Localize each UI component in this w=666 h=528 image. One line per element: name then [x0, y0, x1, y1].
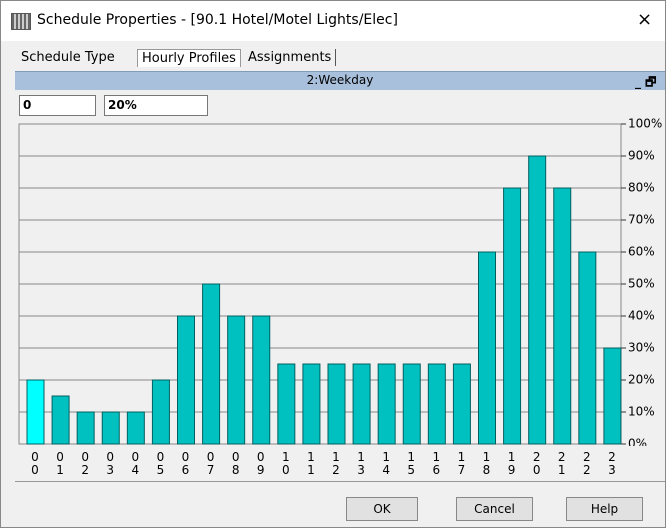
close-button[interactable]: ×: [637, 9, 652, 30]
panel-controls[interactable]: _ 🗗: [635, 73, 656, 94]
bar: [504, 188, 521, 444]
x-tick-label: 02: [81, 451, 89, 477]
bar: [102, 412, 119, 444]
bar: [52, 396, 69, 444]
bar: [27, 380, 44, 444]
x-tick-label: 11: [307, 451, 315, 477]
y-tick-label: 10%: [628, 405, 655, 419]
help-button[interactable]: Help: [566, 497, 643, 521]
bar: [77, 412, 94, 444]
y-tick-label: 90%: [628, 149, 655, 163]
tab[interactable]: Schedule Type: [17, 49, 119, 66]
panel-header: 2:Weekday _ 🗗: [15, 71, 665, 90]
bar: [353, 364, 370, 444]
x-tick-label: 06: [182, 451, 190, 477]
x-tick-label: 22: [583, 451, 591, 477]
bar: [378, 364, 395, 444]
x-tick-label: 20: [533, 451, 541, 477]
x-tick-label: 07: [207, 451, 215, 477]
y-tick-label: 100%: [628, 117, 662, 131]
x-tick-label: 10: [282, 451, 290, 477]
bar: [253, 316, 270, 444]
bar: [127, 412, 144, 444]
chart: 0% 10% 20% 30% 40% 50% 60% 70% 80% 90% 100%: [1, 116, 666, 446]
x-tick-label: 00: [31, 451, 39, 477]
bar: [328, 364, 345, 444]
bar: [453, 364, 470, 444]
y-tick-label: 80%: [628, 181, 655, 195]
y-tick-label: 70%: [628, 213, 655, 227]
cancel-button[interactable]: Cancel: [456, 497, 533, 521]
x-tick-label: 04: [131, 451, 139, 477]
bar: [278, 364, 295, 444]
bar: [203, 284, 220, 444]
x-tick-label: 08: [232, 451, 240, 477]
y-tick-label: 50%: [628, 277, 655, 291]
y-tick-label: 20%: [628, 373, 655, 387]
panel-title: 2:Weekday: [15, 73, 665, 87]
tab[interactable]: Assignments: [244, 49, 336, 66]
x-tick-label: 15: [407, 451, 415, 477]
x-tick-label: 23: [608, 451, 616, 477]
x-tick-label: 09: [257, 451, 265, 477]
bar: [152, 380, 169, 444]
x-tick-label: 18: [483, 451, 491, 477]
bar: [403, 364, 420, 444]
ok-button[interactable]: OK: [346, 497, 418, 521]
window-title: Schedule Properties - [90.1 Hotel/Motel …: [37, 12, 398, 28]
bar: [554, 188, 571, 444]
bar: [178, 316, 195, 444]
x-tick-label: 17: [457, 451, 465, 477]
y-tick-label: 60%: [628, 245, 655, 259]
tab[interactable]: Hourly Profiles: [137, 49, 241, 67]
y-tick-label: 40%: [628, 309, 655, 323]
bar: [479, 252, 496, 444]
hour-field[interactable]: 0: [19, 95, 96, 116]
bar: [529, 156, 546, 444]
x-tick-label: 16: [432, 451, 440, 477]
bar: [579, 252, 596, 444]
x-tick-label: 01: [56, 451, 64, 477]
x-tick-label: 21: [558, 451, 566, 477]
y-tick-label: 30%: [628, 341, 655, 355]
x-tick-label: 03: [106, 451, 114, 477]
x-tick-label: 12: [332, 451, 340, 477]
bar: [303, 364, 320, 444]
x-tick-label: 13: [357, 451, 365, 477]
window: Schedule Properties - [90.1 Hotel/Motel …: [0, 0, 666, 528]
value-field[interactable]: 20%: [104, 95, 208, 116]
y-tick-label: 0%: [628, 437, 647, 447]
x-tick-label: 05: [156, 451, 164, 477]
bar: [428, 364, 445, 444]
x-tick-label: 14: [382, 451, 390, 477]
bar: [228, 316, 245, 444]
bar: [604, 348, 621, 444]
x-tick-label: 19: [508, 451, 516, 477]
app-icon: [11, 13, 31, 30]
